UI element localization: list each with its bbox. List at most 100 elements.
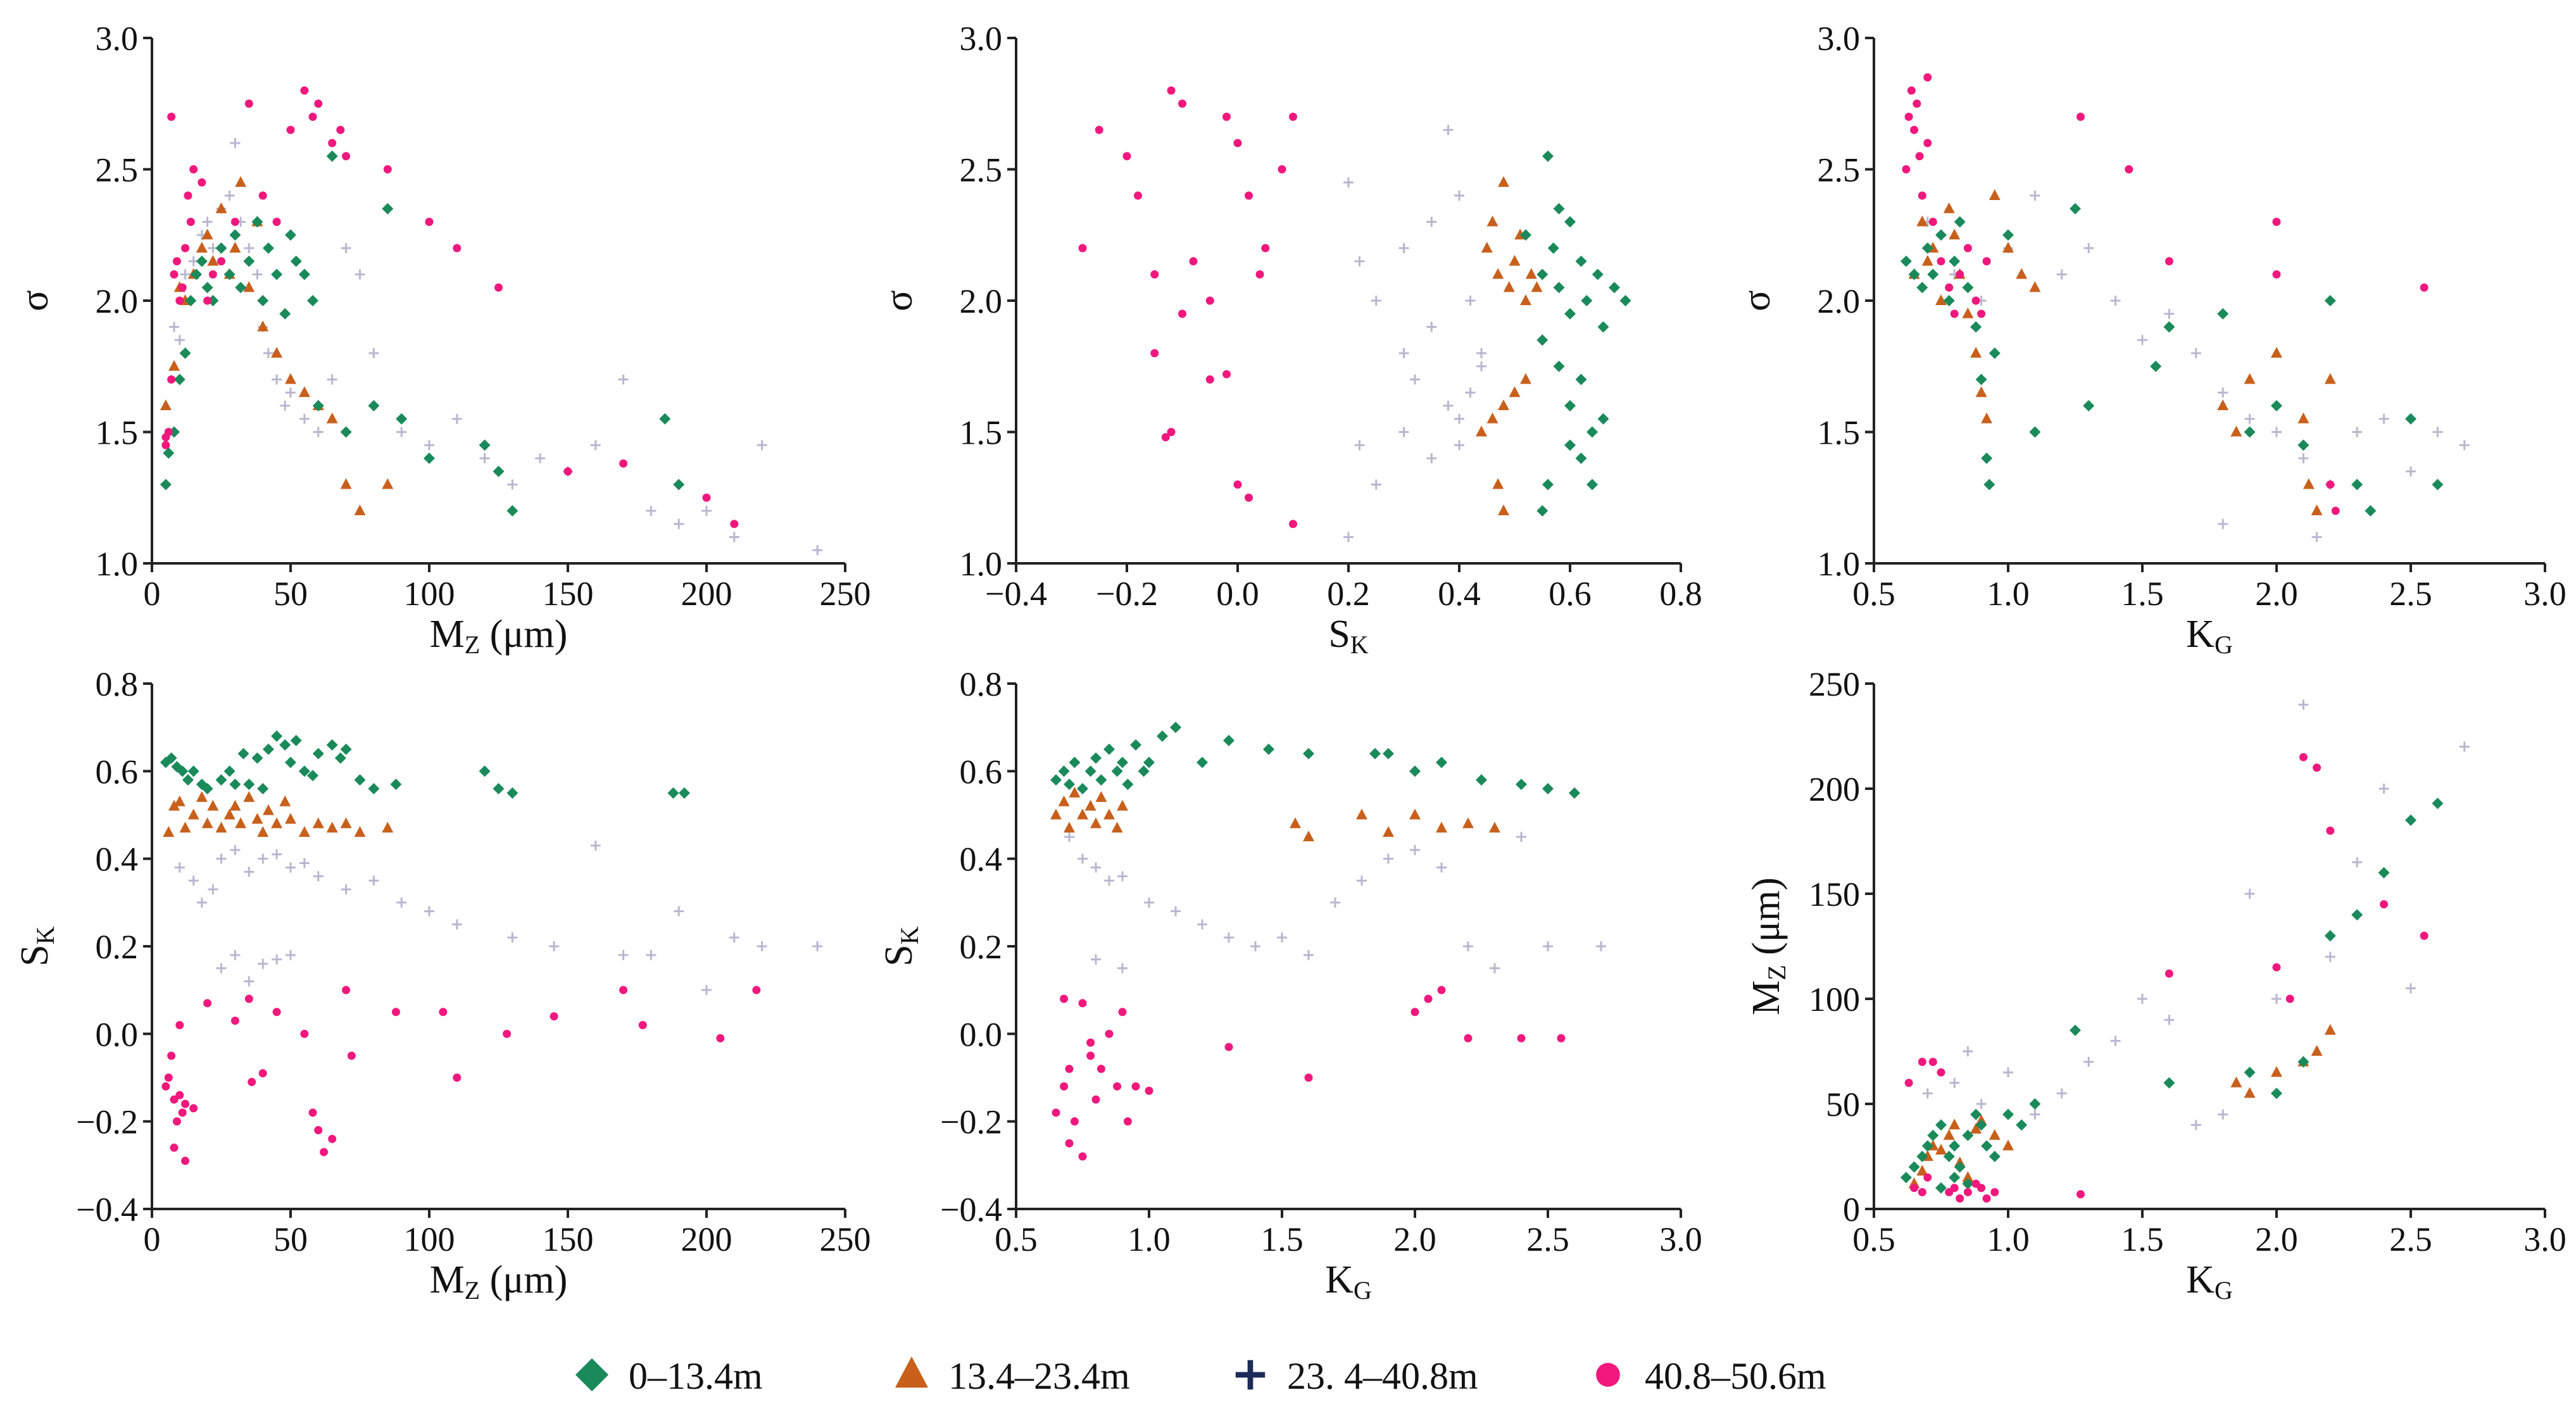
data-point-diamond xyxy=(1064,779,1075,791)
data-point-plus xyxy=(1454,440,1464,451)
x-axis-label: MZ (μm) xyxy=(430,613,568,659)
data-point-circle xyxy=(2313,763,2322,772)
data-point-triangle xyxy=(2230,425,2242,437)
data-point-plus xyxy=(2003,1067,2013,1078)
data-point-circle xyxy=(272,1008,281,1017)
series-diamond xyxy=(1520,150,1631,517)
data-point-plus xyxy=(1922,1088,1933,1099)
data-point-circle xyxy=(1222,113,1231,121)
data-point-plus xyxy=(355,269,365,280)
data-point-circle xyxy=(638,1021,647,1029)
series-diamond xyxy=(1050,722,1580,799)
data-point-triangle xyxy=(1498,504,1509,515)
data-point-plus xyxy=(1383,853,1393,864)
data-point-diamond xyxy=(235,282,247,294)
data-point-diamond xyxy=(1050,774,1062,786)
data-point-diamond xyxy=(1138,765,1150,777)
data-point-circle xyxy=(1963,244,1972,253)
data-point-diamond xyxy=(1547,242,1559,254)
data-point-plus xyxy=(618,374,629,385)
data-point-triangle xyxy=(1436,822,1447,833)
data-point-circle xyxy=(1065,1139,1074,1148)
data-point-plus xyxy=(188,875,199,886)
y-tick-label: 1.0 xyxy=(96,545,139,583)
data-point-circle xyxy=(2326,826,2335,835)
data-point-diamond xyxy=(285,229,296,241)
data-point-triangle xyxy=(207,799,219,811)
x-tick-label: 3.0 xyxy=(2523,1220,2567,1258)
data-point-circle xyxy=(619,986,628,994)
x-tick-label: 100 xyxy=(404,575,455,613)
data-point-plus xyxy=(1117,871,1128,882)
data-point-plus xyxy=(341,243,351,253)
data-point-plus xyxy=(286,949,296,960)
x-tick-label: 3.0 xyxy=(1659,1220,1702,1258)
y-tick-label: 3.0 xyxy=(96,20,139,58)
x-tick-label: 2.0 xyxy=(1393,1220,1436,1258)
data-point-diamond xyxy=(215,774,227,786)
data-point-plus xyxy=(230,949,241,960)
data-point-plus xyxy=(1543,941,1553,951)
data-point-circle xyxy=(1963,1187,1972,1196)
data-point-diamond xyxy=(179,348,191,359)
data-point-circle xyxy=(1118,1008,1127,1017)
data-point-diamond xyxy=(2217,308,2229,320)
data-point-plus xyxy=(1454,413,1464,424)
data-point-plus xyxy=(1304,949,1314,960)
data-point-diamond xyxy=(191,268,203,280)
data-point-diamond xyxy=(1575,373,1587,385)
data-point-diamond xyxy=(1900,255,1912,267)
data-point-plus xyxy=(272,374,282,385)
data-point-diamond xyxy=(2405,413,2416,425)
data-point-plus xyxy=(590,840,601,851)
data-point-circle xyxy=(439,1008,448,1017)
data-point-plus xyxy=(272,954,282,965)
data-point-triangle xyxy=(298,386,310,398)
data-point-circle xyxy=(308,1108,317,1117)
data-point-circle xyxy=(1261,244,1270,253)
data-point-circle xyxy=(2326,480,2335,489)
x-tick-label: 0.0 xyxy=(1216,575,1259,613)
data-point-circle xyxy=(170,1095,179,1104)
legend: 0–13.4m 13.4–23.4m 23. 4–40.8m 40.8–50.6m xyxy=(575,1355,1826,1397)
data-point-plus xyxy=(2083,1056,2094,1067)
data-point-plus xyxy=(1465,387,1476,398)
data-point-circle xyxy=(178,283,187,292)
data-point-plus xyxy=(244,243,254,253)
x-tick-label: 250 xyxy=(820,575,871,613)
x-tick-label: 3.0 xyxy=(2523,575,2567,613)
data-point-triangle xyxy=(1117,799,1128,811)
data-point-diamond xyxy=(290,734,302,746)
data-point-plus xyxy=(396,897,407,908)
data-point-diamond xyxy=(424,453,435,464)
data-point-diamond xyxy=(2351,479,2363,491)
data-point-diamond xyxy=(2324,295,2336,306)
data-point-plus xyxy=(272,849,282,860)
data-point-plus xyxy=(1250,941,1260,951)
data-point-diamond xyxy=(173,373,185,385)
data-point-circle xyxy=(258,191,267,200)
series-plus xyxy=(1343,125,1486,542)
data-point-diamond xyxy=(334,752,346,764)
data-point-circle xyxy=(2420,931,2428,940)
data-point-diamond xyxy=(1581,295,1593,306)
legend-label: 23. 4–40.8m xyxy=(1287,1355,1478,1397)
data-point-circle xyxy=(328,1134,337,1143)
y-tick-label: 0.8 xyxy=(96,665,139,703)
data-point-triangle xyxy=(1462,817,1474,829)
data-point-plus xyxy=(341,884,351,895)
data-point-diamond xyxy=(1962,1178,1974,1190)
data-point-triangle xyxy=(1303,830,1314,842)
data-point-diamond xyxy=(1970,321,1982,333)
data-point-plus xyxy=(618,949,629,960)
data-point-plus xyxy=(2244,889,2255,899)
data-point-circle xyxy=(342,152,351,161)
data-point-circle xyxy=(1977,310,1986,318)
y-tick-label: 50 xyxy=(1826,1086,1860,1124)
series-circle xyxy=(1904,753,2428,1203)
data-point-triangle xyxy=(243,281,255,292)
data-point-diamond xyxy=(1908,1161,1920,1173)
data-point-triangle xyxy=(1486,215,1498,227)
data-point-diamond xyxy=(2016,1119,2028,1131)
